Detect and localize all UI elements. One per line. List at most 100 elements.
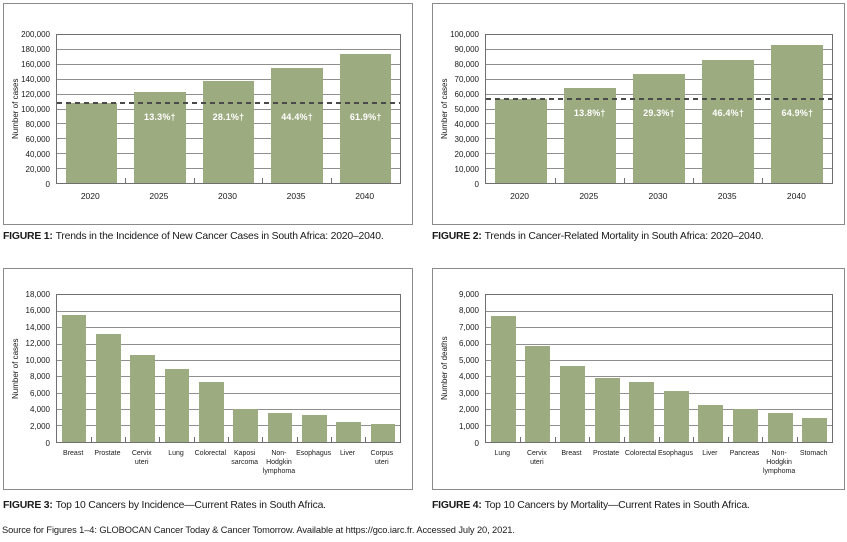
y-tick-label: 40,000 — [454, 119, 479, 129]
x-category-label: Non- Hodgkin lymphoma — [762, 450, 796, 476]
bar — [267, 413, 293, 442]
bar — [65, 103, 117, 183]
x-axis-tick — [796, 437, 798, 442]
y-tick-label: 30,000 — [454, 134, 479, 144]
bar-percent-label: 13.8%† — [573, 107, 606, 118]
y-tick-label: 16,000 — [25, 306, 50, 316]
gridline — [486, 49, 832, 51]
x-category-label: Lung — [494, 450, 511, 457]
reference-dashed-line — [57, 102, 400, 105]
figure-3-caption-text: Top 10 Cancers by Incidence—Current Rate… — [55, 500, 326, 511]
y-tick-label: 14,000 — [25, 322, 50, 332]
x-category-label: 2030 — [218, 191, 237, 201]
figure-3-panel: Number of cases 0 2,000 4,000 6,000 8,000 10,… — [3, 268, 413, 490]
x-axis-tick — [296, 437, 298, 442]
y-tick-label: 40,000 — [25, 149, 50, 159]
figure-2-chart: 0 10,000 20,000 30,000 40,000 50,000 60,000 70,… — [433, 4, 844, 224]
bar — [494, 98, 547, 183]
plot-area — [485, 294, 833, 443]
x-axis-tick — [762, 437, 764, 442]
x-category-label: Cervix uteri — [526, 450, 547, 467]
gridline — [57, 78, 400, 80]
gridline — [57, 49, 400, 51]
bar — [663, 390, 689, 442]
figure-1-caption-text: Trends in the Incidence of New Cancer Ca… — [55, 231, 384, 242]
bar — [134, 92, 186, 183]
y-tick-label: 3,000 — [458, 388, 479, 398]
gridline — [57, 310, 400, 312]
plot-area: 13.3%† 28.1%† 44.4%† 61.9%† — [56, 34, 401, 184]
gridline — [486, 376, 832, 378]
y-tick-label: 20,000 — [25, 164, 50, 174]
gridline — [57, 327, 400, 329]
figure-1-caption-label: FIGURE 1: — [3, 231, 53, 242]
x-axis-tick — [262, 178, 264, 183]
bar — [767, 412, 793, 442]
figure-3-caption-label: FIGURE 3: — [3, 500, 53, 511]
x-category-label: 2040 — [786, 191, 806, 201]
y-tick-label: 80,000 — [25, 119, 50, 129]
y-tick-label: 0 — [474, 438, 479, 448]
x-axis-tick — [159, 437, 161, 442]
bar — [233, 408, 258, 442]
x-category-label: 2020 — [80, 191, 100, 201]
x-category-label: 2035 — [286, 191, 306, 201]
y-tick-label: 100,000 — [450, 29, 479, 39]
y-tick-label: 0 — [45, 179, 50, 189]
x-category-label: 2020 — [510, 191, 530, 201]
x-axis-tick — [125, 178, 127, 183]
x-category-label: Cervix uteri — [131, 450, 152, 467]
y-tick-label: 9,000 — [458, 289, 479, 299]
figure-2-caption-text: Trends in Cancer-Related Mortality in So… — [484, 231, 764, 242]
x-axis-tick — [554, 178, 556, 183]
figure-3-caption: FIGURE 3: Top 10 Cancers by Incidence—Cur… — [3, 500, 326, 511]
y-tick-label: 6,000 — [458, 339, 479, 349]
y-tick-label: 12,000 — [25, 339, 50, 349]
gridline — [486, 425, 832, 427]
x-category-label: Liver — [339, 450, 356, 457]
y-tick-label: 4,000 — [29, 405, 50, 415]
y-tick-label: 200,000 — [21, 29, 50, 39]
x-axis-tick — [125, 437, 127, 442]
y-tick-label: 18,000 — [25, 289, 50, 299]
y-tick-label: 90,000 — [454, 44, 479, 54]
y-tick-label: 70,000 — [454, 74, 479, 84]
source-note: Source for Figures 1–4: GLOBOCAN Cancer … — [2, 525, 515, 535]
x-category-label: Corpus uteri — [370, 450, 394, 467]
bar-percent-label: 28.1%† — [212, 112, 245, 123]
gridline — [57, 408, 400, 410]
x-category-label: Breast — [63, 450, 84, 457]
y-tick-label: 0 — [474, 179, 479, 189]
x-category-label: Breast — [561, 450, 582, 457]
y-tick-label: 10,000 — [454, 164, 479, 174]
x-axis-tick — [193, 437, 195, 442]
y-tick-label: 4,000 — [458, 372, 479, 382]
y-tick-label: 20,000 — [454, 149, 479, 159]
gridline — [57, 64, 400, 66]
bar — [560, 366, 585, 442]
gridline — [486, 359, 832, 361]
x-category-label: Lung — [168, 450, 184, 457]
x-axis-tick — [658, 437, 660, 442]
figure-1-chart: 0 20,000 40,000 60,000 80,000 100,000 120,000 1… — [4, 4, 412, 224]
figure-4-caption-label: FIGURE 4: — [432, 500, 482, 511]
x-category-label: 2025 — [579, 191, 599, 201]
bar — [199, 382, 224, 442]
x-axis-tick — [262, 437, 264, 442]
y-tick-label: 7,000 — [458, 322, 479, 332]
reference-dashed-line — [486, 97, 832, 100]
x-category-label: Colorectal — [624, 450, 657, 457]
bar — [130, 354, 156, 442]
x-category-label: Esophagus — [296, 450, 332, 457]
x-category-label: 2035 — [717, 191, 737, 201]
x-axis-tick — [193, 178, 195, 183]
bar — [271, 67, 323, 183]
x-axis-tick — [330, 178, 332, 183]
bar — [301, 415, 327, 442]
bar-percent-label: 13.3%† — [144, 112, 176, 123]
y-tick-label: 1,000 — [458, 421, 479, 431]
gridline — [486, 310, 832, 312]
x-category-label: Stomach — [799, 450, 828, 457]
y-tick-label: 0 — [45, 438, 50, 448]
bar — [96, 334, 121, 442]
